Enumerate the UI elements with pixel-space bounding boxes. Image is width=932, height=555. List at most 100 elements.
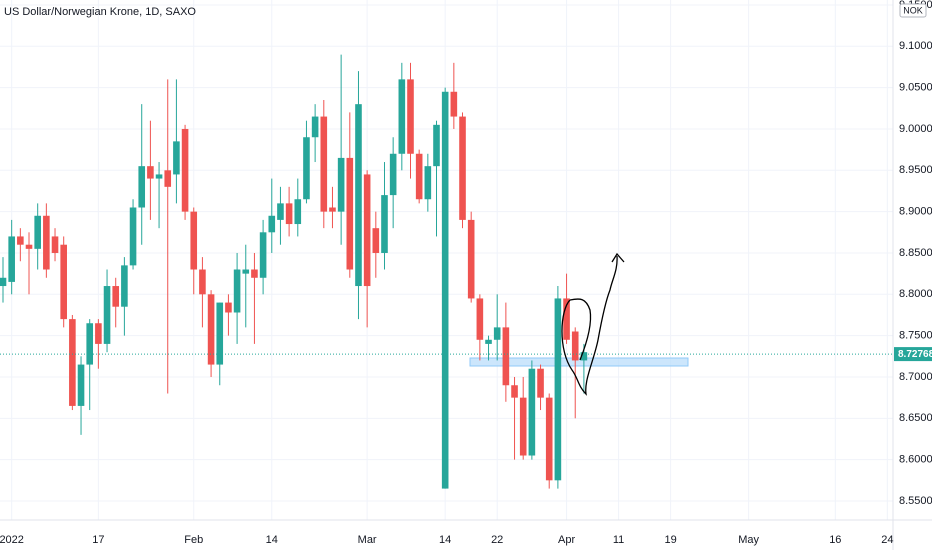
candle-body (545, 397, 553, 481)
candle-body (285, 203, 293, 225)
x-tick-label: 19 (664, 534, 676, 546)
candle-body (77, 364, 85, 406)
candle-body (43, 215, 50, 270)
candle-body (459, 116, 466, 220)
zone-rectangle (469, 357, 689, 367)
candle-body (86, 323, 94, 365)
candle-body (363, 174, 371, 287)
candle-body (502, 327, 510, 386)
x-tick-label: Apr (558, 534, 575, 546)
x-tick-label: 24 (881, 534, 893, 546)
y-tick-label: 9.05000 (899, 82, 932, 94)
x-tick-label: 17 (92, 534, 104, 546)
candle-body (233, 269, 241, 313)
candle-body (112, 286, 120, 307)
candle-body (190, 211, 198, 270)
drawing-line (569, 298, 592, 361)
candle-body (329, 207, 336, 212)
chart-title: US Dollar/Norwegian Krone, 1D, SAXO (4, 6, 196, 18)
candle-body (294, 199, 302, 225)
candle-body (441, 91, 449, 489)
candle-body (25, 244, 33, 249)
candle-body (181, 128, 189, 212)
candle-body (225, 302, 232, 313)
y-tick-label: 8.80000 (899, 288, 932, 300)
candle-body (467, 219, 475, 299)
candle-body (571, 331, 579, 361)
candle-body (259, 232, 267, 278)
candle-body (424, 166, 432, 200)
y-tick-label: 8.55000 (899, 495, 932, 507)
candle-body (398, 79, 406, 154)
candle-body (60, 244, 67, 320)
candle-body (528, 368, 536, 456)
candle-body (337, 157, 345, 212)
candle-body (311, 116, 319, 138)
candle-body (389, 153, 397, 196)
candle-body (17, 236, 24, 245)
candle-body (277, 203, 284, 220)
y-tick-label: 8.75000 (899, 330, 932, 342)
candle-body (476, 298, 484, 340)
x-tick-label: Mar (358, 534, 377, 546)
y-tick-label: 8.60000 (899, 454, 932, 466)
candle-body (415, 153, 423, 200)
candle-body (138, 166, 146, 208)
candle-body (164, 170, 172, 187)
candle-body (51, 236, 59, 253)
drawing-arrow (611, 252, 625, 263)
y-tick-label: 9.00000 (899, 123, 932, 135)
x-tick-label: 22 (491, 534, 503, 546)
candle-body (407, 79, 414, 154)
candle-body (303, 137, 310, 200)
y-tick-label: 8.70000 (899, 371, 932, 383)
candle-body (173, 141, 180, 175)
candle-body (34, 215, 41, 249)
candle-body (346, 157, 354, 270)
candle-body (207, 294, 215, 365)
candle-body (121, 265, 128, 307)
last-price-badge (894, 347, 932, 362)
x-tick-label: 16 (829, 534, 841, 546)
candle-body (268, 215, 276, 233)
candle-body (511, 385, 518, 398)
y-tick-label: 8.95000 (899, 164, 932, 176)
x-tick-label: 11 (613, 534, 624, 546)
x-tick-label: 14 (439, 534, 451, 546)
candle-body (580, 352, 588, 361)
candle-body (563, 298, 570, 340)
candle-body (450, 91, 458, 117)
candle-body (320, 116, 328, 212)
y-tick-label: 8.85000 (899, 247, 932, 259)
candle-body (0, 277, 7, 287)
x-tick-label: 2022 (0, 534, 24, 546)
candle-body (537, 368, 544, 398)
candle-body (147, 166, 154, 179)
x-tick-label: May (738, 534, 759, 546)
x-tick-label: 14 (266, 534, 278, 546)
candle-body (355, 104, 362, 287)
candle-body (554, 298, 562, 481)
candle-body (381, 195, 388, 253)
y-tick-label: 9.10000 (899, 40, 932, 52)
candle-body (519, 397, 527, 456)
y-tick-label: 8.90000 (899, 206, 932, 218)
candle-body (129, 207, 137, 266)
candle-body (8, 236, 15, 282)
candle-body (69, 319, 76, 406)
drawing-line (561, 255, 618, 396)
candle-body (199, 269, 206, 295)
candle-body (251, 269, 258, 278)
candle-body (433, 124, 440, 167)
candle-body (485, 339, 492, 344)
candle-body (95, 323, 102, 344)
x-tick-label: Feb (184, 534, 203, 546)
candle-body (155, 174, 163, 179)
last-price-label: 8.72768 (898, 349, 932, 360)
candle-body (216, 302, 224, 365)
candles (0, 54, 893, 489)
y-tick-label: 8.65000 (899, 412, 932, 424)
